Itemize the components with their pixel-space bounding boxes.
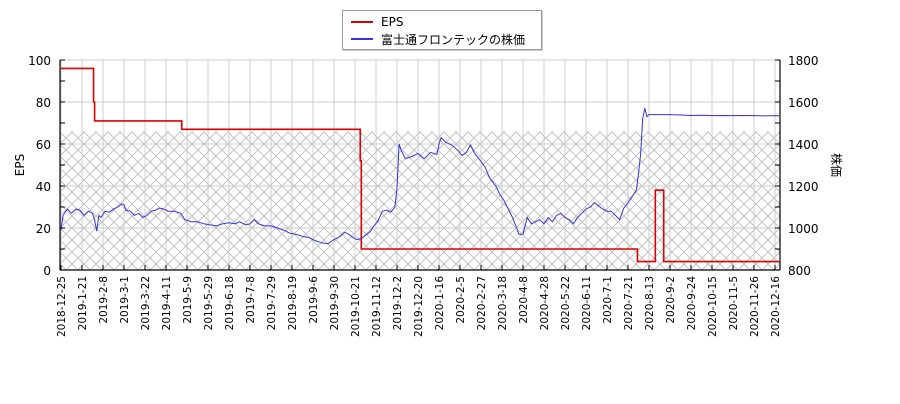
x-tick-label: 2020-5-22 [560,276,572,330]
x-tick-label: 2020-1-16 [434,276,446,331]
y-tick-label: 0 [43,264,51,278]
x-tick-label: 2020-3-18 [497,276,509,330]
legend-swatch-eps [351,21,373,23]
x-tick-label: 2020-9-24 [686,276,698,331]
x-tick-label: 2020-2-27 [476,276,488,330]
y-tick-label: 100 [28,54,51,68]
y2-tick-label: 1200 [788,180,819,194]
y2-axis-title: 株価 [829,153,844,177]
x-tick-label: 2020-11-26 [749,276,761,337]
y2-tick-label: 800 [788,264,811,278]
x-tick-label: 2020-11-5 [728,276,740,330]
x-tick-label: 2019-2-8 [98,276,110,324]
x-tick-label: 2019-10-21 [350,276,362,337]
grid-lines [60,59,780,271]
series-lines [60,67,780,263]
x-tick-label: 2019-7-8 [245,276,257,324]
y-tick-label: 60 [36,138,51,152]
x-tick-label: 2020-6-11 [581,276,593,330]
stock-price-line [60,108,780,245]
x-tick-label: 2020-7-21 [623,276,635,330]
y2-tick-label: 1600 [788,96,819,110]
legend-label-eps: EPS [381,15,404,29]
legend-label-stock-price: 富士通フロンテックの株価 [381,32,526,47]
y-tick-label: 20 [36,222,51,236]
x-tick-label: 2019-12-20 [413,276,425,337]
x-tick-label: 2019-7-29 [266,276,278,330]
x-tick-label: 2020-7-1 [602,276,614,324]
x-tick-label: 2019-8-19 [287,276,299,330]
eps-line [61,67,780,263]
x-tick-label: 2020-2-5 [455,276,467,324]
x-tick-label: 2020-4-28 [539,276,551,330]
x-tick-label: 2020-12-16 [770,276,782,337]
x-tick-label: 2019-5-9 [182,276,194,324]
x-tick-label: 2020-4-8 [518,276,530,324]
legend-item-stock-price: 富士通フロンテックの株価 [351,31,525,47]
x-tick-label: 2019-11-12 [371,276,383,337]
x-tick-label: 2019-5-29 [203,276,215,330]
x-tick-label: 2019-1-21 [77,276,89,330]
x-tick-label: 2019-9-30 [329,276,341,330]
x-tick-label: 2019-4-11 [161,276,173,330]
y-tick-label: 80 [36,96,51,110]
legend-item-eps: EPS [351,14,403,30]
y2-tick-label: 1800 [788,54,819,68]
x-tick-label: 2019-12-2 [392,276,404,330]
x-tick-label: 2019-6-18 [224,276,236,330]
x-tick-label: 2019-3-1 [119,276,131,324]
y-tick-label: 40 [36,180,51,194]
x-tick-label: 2020-10-15 [707,276,719,337]
y-axis-title: EPS [13,154,27,176]
x-tick-label: 2020-9-2 [665,276,677,324]
legend-swatch-stock-price [351,38,373,40]
legend: EPS 富士通フロンテックの株価 [342,10,542,50]
x-tick-label: 2019-9-6 [308,276,320,324]
x-tick-label: 2020-8-13 [644,276,656,330]
x-tick-label: 2018-12-25 [56,276,68,337]
x-tick-label: 2019-3-22 [140,276,152,330]
y2-tick-label: 1400 [788,138,819,152]
y2-tick-label: 1000 [788,222,819,236]
axes: 0 20 40 60 80 100 800 1000 1200 1400 1600 1800 2018-… [13,54,844,337]
